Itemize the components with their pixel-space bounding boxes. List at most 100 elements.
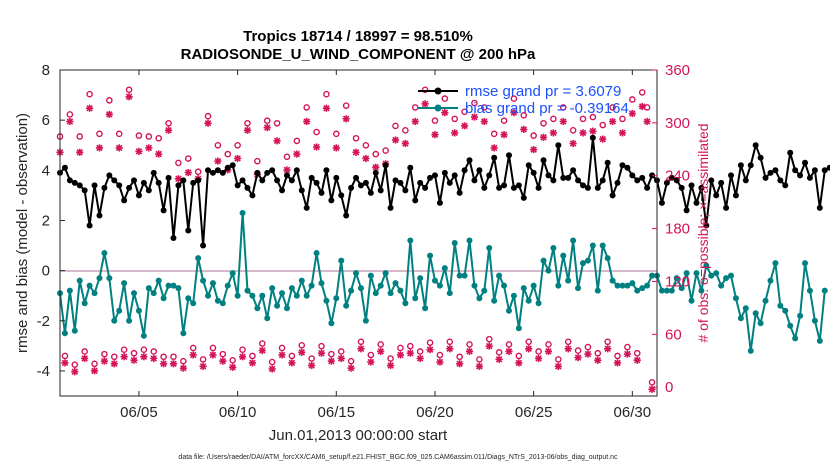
obs-assimilated-stroke xyxy=(367,358,375,366)
obs-assimilated-marker xyxy=(125,93,133,101)
rmse-point xyxy=(195,177,202,184)
obs-assimilated-stroke xyxy=(125,93,133,101)
rmse-point xyxy=(279,187,286,194)
bias-point xyxy=(259,292,266,299)
obs-assimilated-stroke xyxy=(550,129,557,137)
obs-assimilated-stroke xyxy=(308,362,315,369)
obs-assimilated-stroke xyxy=(377,348,384,355)
obs-possible-marker xyxy=(229,356,236,364)
bias-point xyxy=(333,295,340,302)
x-tick-label: 06/20 xyxy=(416,404,454,421)
obs-assimilated-stroke xyxy=(81,355,88,362)
bias-point xyxy=(466,237,473,244)
obs-assimilated-marker xyxy=(613,359,622,367)
rmse-point xyxy=(71,179,78,186)
rmse-point xyxy=(298,187,305,194)
obs-assimilated-marker xyxy=(174,175,183,183)
y-tick-label: 6 xyxy=(42,112,50,129)
y-right-tick-label: 300 xyxy=(665,115,690,132)
obs-assimilated-stroke xyxy=(633,356,641,364)
bias-point xyxy=(683,270,690,277)
bias-point xyxy=(752,310,759,317)
obs-assimilated-stroke xyxy=(411,118,419,125)
obs-assimilated-stroke xyxy=(589,127,597,135)
rmse-point xyxy=(121,197,128,204)
obs-assimilated-marker xyxy=(515,359,523,367)
legend-bias-marker xyxy=(434,104,442,112)
rmse-point xyxy=(372,169,379,176)
x-tick-label: 06/30 xyxy=(614,404,652,421)
obs-assimilated-marker xyxy=(219,357,227,365)
bias-point xyxy=(491,297,498,304)
obs-assimilated-stroke xyxy=(624,350,631,358)
obs-assimilated-stroke xyxy=(540,134,547,141)
rmse-point xyxy=(486,172,493,179)
obs-assimilated-stroke xyxy=(505,348,513,355)
obs-possible-marker xyxy=(367,351,375,359)
obs-assimilated-stroke xyxy=(500,131,508,138)
rmse-point xyxy=(165,174,172,181)
rmse-point xyxy=(377,187,384,194)
obs-possible-marker xyxy=(638,89,646,96)
obs-assimilated-stroke xyxy=(101,357,108,365)
rmse-point xyxy=(392,177,399,184)
obs-possible-marker xyxy=(441,95,449,102)
rmse-point xyxy=(111,177,118,184)
rmse-point xyxy=(782,182,789,189)
obs-assimilated-stroke xyxy=(436,358,444,366)
obs-assimilated-marker xyxy=(554,362,562,370)
y-right-tick-label: 360 xyxy=(665,62,690,79)
obs-assimilated-marker xyxy=(386,361,395,370)
obs-possible-marker xyxy=(505,341,513,348)
bias-point xyxy=(111,317,118,324)
rmse-point xyxy=(397,179,404,186)
rmse-point xyxy=(797,172,804,179)
obs-assimilated-stroke xyxy=(569,140,577,147)
obs-assimilated-marker xyxy=(150,354,158,363)
obs-possible-marker xyxy=(125,86,133,94)
obs-assimilated-marker xyxy=(589,127,597,135)
obs-possible-marker xyxy=(71,361,79,368)
y-right-tick-label: 180 xyxy=(665,221,690,238)
rmse-point xyxy=(673,177,680,184)
obs-assimilated-stroke xyxy=(96,144,103,152)
bias-point xyxy=(441,265,448,272)
obs-possible-marker xyxy=(254,157,261,165)
obs-assimilated-stroke xyxy=(515,359,523,367)
y-axis-label: rmse and bias (model - observation) xyxy=(14,113,31,353)
bias-point xyxy=(599,242,606,249)
obs-possible-marker xyxy=(520,112,528,119)
obs-possible-marker xyxy=(130,349,138,357)
bias-point xyxy=(224,282,231,289)
obs-assimilated-marker xyxy=(342,115,350,123)
obs-assimilated-stroke xyxy=(402,140,409,147)
obs-assimilated-stroke xyxy=(244,127,251,134)
rmse-point xyxy=(550,177,557,184)
obs-possible-marker xyxy=(76,133,84,140)
obs-assimilated-marker xyxy=(426,346,434,354)
obs-possible-marker xyxy=(86,90,93,98)
obs-assimilated-marker xyxy=(396,351,405,359)
obs-possible-marker xyxy=(540,119,547,127)
rmse-point xyxy=(303,204,310,211)
bias-point xyxy=(545,267,552,274)
rmse-point xyxy=(387,204,394,211)
rmse-point xyxy=(224,164,231,171)
obs-assimilated-stroke xyxy=(189,351,197,359)
bias-point xyxy=(135,307,142,314)
bias-point xyxy=(520,285,527,292)
obs-assimilated-stroke xyxy=(165,127,172,134)
rmse-point xyxy=(629,172,636,179)
obs-assimilated-marker xyxy=(229,363,237,371)
obs-assimilated-stroke xyxy=(130,356,138,364)
rmse-point xyxy=(446,179,453,186)
rmse-point xyxy=(382,162,389,169)
bias-point xyxy=(96,275,103,282)
bias-point xyxy=(422,305,429,312)
obs-possible-marker xyxy=(633,349,641,357)
obs-assimilated-stroke xyxy=(352,149,360,156)
obs-assimilated-marker xyxy=(436,358,444,366)
obs-assimilated-marker xyxy=(234,154,242,163)
obs-assimilated-marker xyxy=(559,117,567,126)
obs-assimilated-stroke xyxy=(273,137,281,145)
